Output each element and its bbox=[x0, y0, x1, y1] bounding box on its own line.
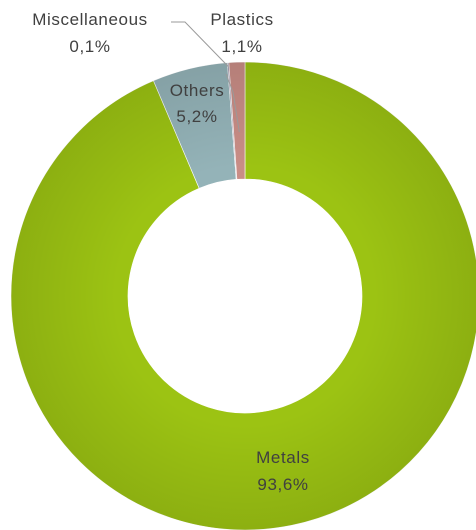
label-miscellaneous-value: 0,1% bbox=[69, 37, 110, 56]
label-plastics-name: Plastics bbox=[210, 10, 273, 29]
label-plastics-value: 1,1% bbox=[221, 37, 262, 56]
slices-layer bbox=[10, 61, 476, 530]
donut-shading bbox=[11, 62, 476, 530]
label-others-value: 5,2% bbox=[176, 107, 217, 126]
label-others-name: Others bbox=[170, 81, 225, 100]
leader-lines bbox=[171, 21, 240, 133]
label-metals-value: 93,6% bbox=[257, 475, 308, 494]
label-metals-name: Metals bbox=[256, 448, 310, 467]
label-miscellaneous-name: Miscellaneous bbox=[32, 10, 148, 29]
labels-layer: Metals 93,6% Others 5,2% Miscellaneous 0,1% Pl… bbox=[32, 10, 310, 494]
leader-line-plastics bbox=[225, 73, 240, 133]
leader-line-miscellaneous bbox=[171, 21, 229, 67]
